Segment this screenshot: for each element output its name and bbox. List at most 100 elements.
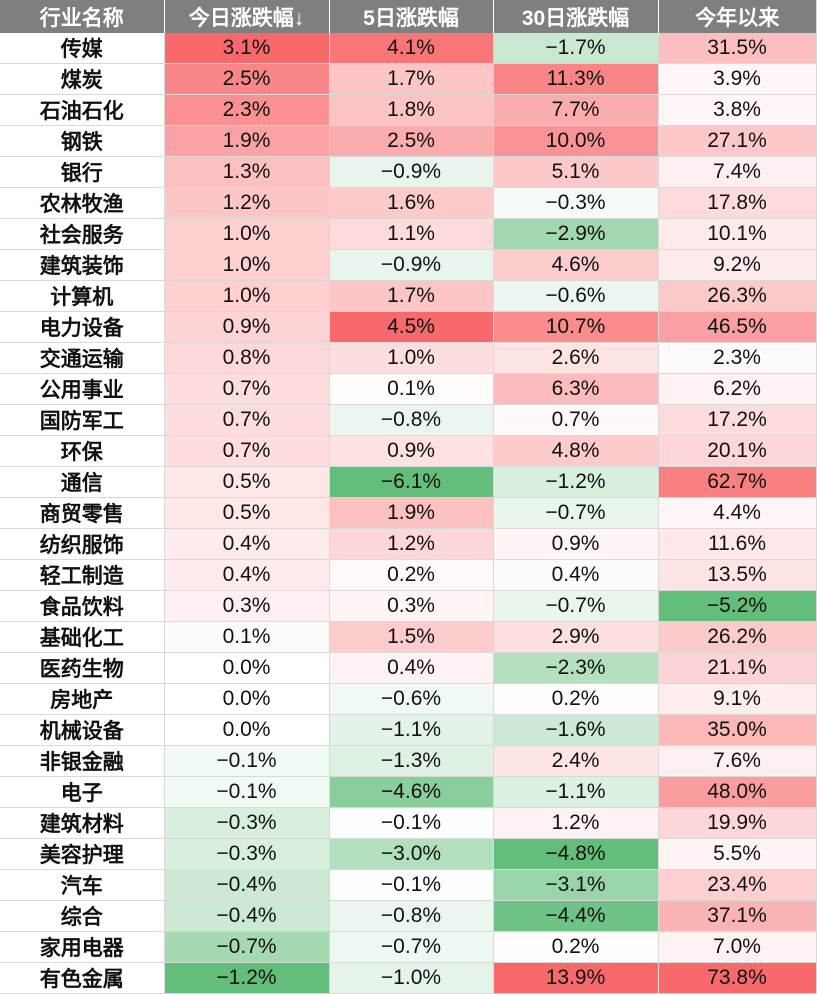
ytd-change-cell: 37.1%	[658, 900, 817, 932]
daily-change-cell: 0.0%	[164, 683, 330, 715]
industry-name-cell: 家用电器	[0, 931, 165, 963]
ytd-change-cell: 7.6%	[658, 745, 817, 777]
daily-change-cell: 1.0%	[164, 280, 330, 312]
ytd-change-cell: 23.4%	[658, 869, 817, 901]
table-row: 电力设备 0.9% 4.5% 10.7% 46.5%	[0, 311, 817, 343]
ytd-change-cell: 3.8%	[658, 94, 817, 126]
industry-name-cell: 有色金属	[0, 962, 165, 994]
table-row: 环保 0.7% 0.9% 4.8% 20.1%	[0, 435, 817, 467]
industry-name-cell: 通信	[0, 466, 165, 498]
thirty-day-change-cell: −3.1%	[493, 869, 659, 901]
five-day-change-cell: 1.2%	[329, 528, 494, 560]
daily-change-cell: −0.4%	[164, 900, 330, 932]
five-day-change-cell: 0.2%	[329, 559, 494, 591]
ytd-change-cell: 27.1%	[658, 125, 817, 157]
five-day-change-cell: 1.7%	[329, 63, 494, 95]
five-day-change-cell: −4.6%	[329, 776, 494, 808]
ytd-change-cell: 73.8%	[658, 962, 817, 994]
ytd-change-cell: 35.0%	[658, 714, 817, 746]
thirty-day-change-cell: −1.6%	[493, 714, 659, 746]
industry-name-cell: 美容护理	[0, 838, 165, 870]
thirty-day-change-cell: 7.7%	[493, 94, 659, 126]
industry-name-cell: 非银金融	[0, 745, 165, 777]
five-day-change-cell: 0.9%	[329, 435, 494, 467]
industry-name-cell: 机械设备	[0, 714, 165, 746]
table-row: 基础化工 0.1% 1.5% 2.9% 26.2%	[0, 621, 817, 653]
daily-change-cell: 0.5%	[164, 466, 330, 498]
five-day-change-cell: 0.1%	[329, 373, 494, 405]
thirty-day-change-cell: −2.9%	[493, 218, 659, 250]
daily-change-cell: 0.3%	[164, 590, 330, 622]
daily-change-cell: −0.3%	[164, 838, 330, 870]
table-row: 国防军工 0.7% −0.8% 0.7% 17.2%	[0, 404, 817, 436]
table-row: 交通运输 0.8% 1.0% 2.6% 2.3%	[0, 342, 817, 374]
thirty-day-change-cell: −1.7%	[493, 33, 659, 64]
industry-name-cell: 食品饮料	[0, 590, 165, 622]
header-industry-name[interactable]: 行业名称	[0, 0, 165, 33]
industry-name-cell: 轻工制造	[0, 559, 165, 591]
header-5day-change[interactable]: 5日涨跌幅	[329, 0, 494, 33]
ytd-change-cell: 7.4%	[658, 156, 817, 188]
thirty-day-change-cell: 1.2%	[493, 807, 659, 839]
table-row: 计算机 1.0% 1.7% −0.6% 26.3%	[0, 280, 817, 312]
industry-name-cell: 银行	[0, 156, 165, 188]
thirty-day-change-cell: −0.6%	[493, 280, 659, 312]
five-day-change-cell: 2.5%	[329, 125, 494, 157]
ytd-change-cell: 10.1%	[658, 218, 817, 250]
header-30day-change[interactable]: 30日涨跌幅	[493, 0, 659, 33]
table-row: 建筑装饰 1.0% −0.9% 4.6% 9.2%	[0, 249, 817, 281]
industry-name-cell: 煤炭	[0, 63, 165, 95]
thirty-day-change-cell: 4.6%	[493, 249, 659, 281]
thirty-day-change-cell: −0.7%	[493, 590, 659, 622]
ytd-change-cell: 2.3%	[658, 342, 817, 374]
thirty-day-change-cell: 10.7%	[493, 311, 659, 343]
table-row: 汽车 −0.4% −0.1% −3.1% 23.4%	[0, 869, 817, 901]
ytd-change-cell: 20.1%	[658, 435, 817, 467]
header-daily-change[interactable]: 今日涨跌幅↓	[164, 0, 330, 33]
thirty-day-change-cell: 4.8%	[493, 435, 659, 467]
daily-change-cell: 1.0%	[164, 249, 330, 281]
industry-name-cell: 房地产	[0, 683, 165, 715]
thirty-day-change-cell: −4.8%	[493, 838, 659, 870]
thirty-day-change-cell: 5.1%	[493, 156, 659, 188]
ytd-change-cell: 4.4%	[658, 497, 817, 529]
ytd-change-cell: 5.5%	[658, 838, 817, 870]
industry-name-cell: 建筑装饰	[0, 249, 165, 281]
ytd-change-cell: 11.6%	[658, 528, 817, 560]
five-day-change-cell: 0.3%	[329, 590, 494, 622]
five-day-change-cell: 1.8%	[329, 94, 494, 126]
ytd-change-cell: 31.5%	[658, 33, 817, 64]
ytd-change-cell: 13.5%	[658, 559, 817, 591]
five-day-change-cell: −6.1%	[329, 466, 494, 498]
header-row: 行业名称 今日涨跌幅↓ 5日涨跌幅 30日涨跌幅 今年以来	[0, 0, 816, 33]
thirty-day-change-cell: 0.2%	[493, 683, 659, 715]
industry-name-cell: 交通运输	[0, 342, 165, 374]
thirty-day-change-cell: −1.1%	[493, 776, 659, 808]
industry-name-cell: 计算机	[0, 280, 165, 312]
table-row: 社会服务 1.0% 1.1% −2.9% 10.1%	[0, 218, 817, 250]
table-row: 钢铁 1.9% 2.5% 10.0% 27.1%	[0, 125, 817, 157]
daily-change-cell: 0.7%	[164, 435, 330, 467]
thirty-day-change-cell: 2.4%	[493, 745, 659, 777]
five-day-change-cell: 1.6%	[329, 187, 494, 219]
daily-change-cell: 1.0%	[164, 218, 330, 250]
daily-change-cell: 0.5%	[164, 497, 330, 529]
five-day-change-cell: −0.9%	[329, 249, 494, 281]
daily-change-cell: 0.8%	[164, 342, 330, 374]
ytd-change-cell: 17.2%	[658, 404, 817, 436]
daily-change-cell: 0.7%	[164, 404, 330, 436]
industry-name-cell: 钢铁	[0, 125, 165, 157]
ytd-change-cell: 48.0%	[658, 776, 817, 808]
table-row: 农林牧渔 1.2% 1.6% −0.3% 17.8%	[0, 187, 817, 219]
five-day-change-cell: −0.9%	[329, 156, 494, 188]
thirty-day-change-cell: 2.9%	[493, 621, 659, 653]
ytd-change-cell: 46.5%	[658, 311, 817, 343]
industry-name-cell: 商贸零售	[0, 497, 165, 529]
five-day-change-cell: 1.7%	[329, 280, 494, 312]
header-ytd-change[interactable]: 今年以来	[658, 0, 816, 33]
ytd-change-cell: 17.8%	[658, 187, 817, 219]
ytd-change-cell: 6.2%	[658, 373, 817, 405]
daily-change-cell: 0.4%	[164, 528, 330, 560]
industry-name-cell: 建筑材料	[0, 807, 165, 839]
five-day-change-cell: 0.4%	[329, 652, 494, 684]
